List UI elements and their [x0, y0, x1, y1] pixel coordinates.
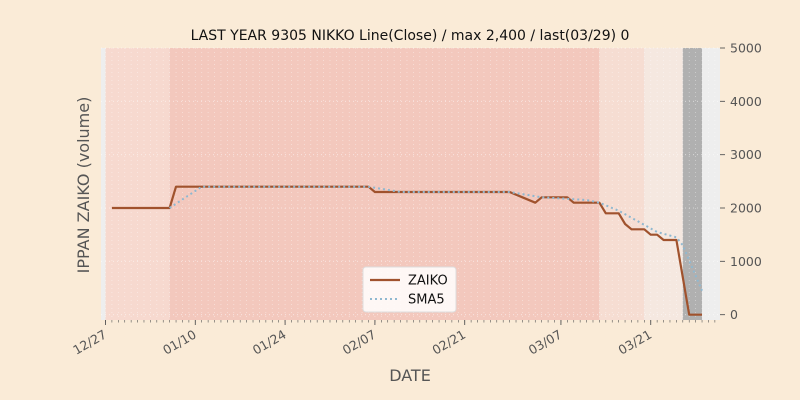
series-line-zaiko	[111, 185, 702, 316]
y-tick-label: 1000	[730, 254, 762, 269]
chart-title: LAST YEAR 9305 NIKKO Line(Close) / max 2…	[191, 28, 630, 44]
shaded-bands	[105, 48, 703, 320]
series	[111, 185, 703, 316]
legend-label-sma5: SMA5	[408, 293, 445, 308]
grid	[101, 47, 720, 320]
y-tick-label: 5000	[730, 41, 762, 56]
y-tick-label: 3000	[730, 147, 762, 162]
legend-label-zaiko: ZAIKO	[408, 274, 448, 289]
y-axis-label: IPPAN ZAIKO (volume)	[74, 97, 93, 274]
shaded-band	[644, 48, 683, 320]
x-axis-label: DATE	[389, 366, 431, 385]
shaded-band	[599, 48, 645, 320]
shaded-band	[682, 48, 703, 320]
y-tick-label: 4000	[730, 94, 762, 109]
y-tick-label: 0	[730, 307, 738, 322]
y-tick-label: 2000	[730, 201, 762, 216]
legend-box	[362, 266, 457, 313]
series-line-sma5	[169, 185, 703, 292]
legend: ZAIKO SMA5	[362, 266, 457, 313]
shaded-band	[105, 48, 170, 320]
